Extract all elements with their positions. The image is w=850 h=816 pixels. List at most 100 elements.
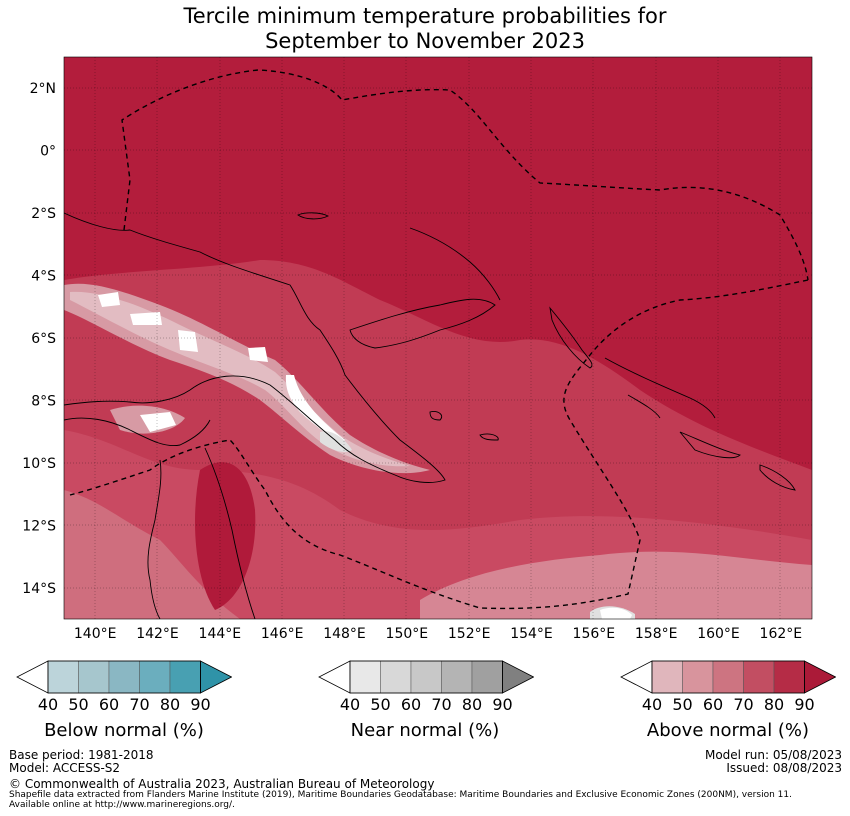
near-normal-colorbar	[318, 660, 534, 694]
above-normal-label: Above normal (%)	[646, 720, 810, 741]
above-normal-60-70-region-se	[420, 551, 812, 619]
below-tick-label: 80	[159, 695, 181, 714]
title-line-1: Tercile minimum temperature probabilitie…	[183, 4, 667, 28]
lon-label: 142°E	[136, 626, 179, 640]
title-line-2: September to November 2023	[265, 29, 585, 53]
above-normal-colorbar	[620, 660, 836, 694]
lon-label: 154°E	[510, 626, 553, 640]
near-normal-label: Near normal (%)	[350, 720, 500, 741]
above-normal-40-50-band	[70, 291, 410, 467]
above-tick-label: 60	[702, 695, 724, 714]
new-ireland-coast	[409, 227, 501, 301]
above-tick-label: 70	[733, 695, 754, 714]
above-colorbar-low-extend	[620, 660, 653, 694]
above-tick-label: 50	[672, 695, 693, 714]
low-probability-patch-4	[248, 347, 268, 362]
near-colorbar-segment	[410, 660, 442, 694]
above-tick-label: 40	[641, 695, 663, 714]
low-probability-patch-2	[130, 312, 162, 325]
below-tick-label: 60	[98, 695, 120, 714]
eez-boundaries	[69, 69, 809, 610]
above-colorbar-high-extend	[804, 660, 836, 694]
near-colorbar-segment	[349, 660, 381, 694]
lon-label: 144°E	[199, 626, 242, 640]
above-tick-label: 80	[763, 695, 785, 714]
lon-label: 146°E	[261, 626, 304, 640]
lat-label: 8°S	[31, 393, 56, 409]
below-normal-colorbar	[16, 660, 232, 694]
probability-map: 2°N 0° 2°S 4°S 6°S 8°S 10°S 12°S 14°S 140°E 142°E…	[22, 56, 813, 640]
south-coast	[64, 417, 211, 447]
lon-label: 152°E	[448, 626, 491, 640]
lat-label: 6°S	[31, 331, 56, 347]
new-georgia-coast	[627, 394, 661, 419]
lat-label: 0°	[40, 144, 56, 160]
above-colorbar-segment	[712, 660, 744, 694]
lat-label: 12°S	[22, 518, 56, 534]
lon-label: 156°E	[573, 626, 616, 640]
below-tick-label: 70	[129, 695, 150, 714]
graticule	[64, 57, 812, 619]
below-colorbar-segment	[169, 660, 201, 694]
lat-label: 14°S	[22, 581, 56, 597]
png-eez-north	[121, 69, 809, 281]
below-normal-label: Below normal (%)	[44, 720, 204, 741]
model-run: Model run: 05/08/2023	[704, 748, 842, 762]
lon-label: 140°E	[74, 626, 117, 640]
above-normal-inland-pocket	[195, 462, 256, 610]
base-period: Base period: 1981-2018	[9, 748, 154, 762]
low-probability-patch-se	[600, 607, 632, 619]
above-colorbar-outline	[651, 660, 805, 694]
below-colorbar-segment	[108, 660, 140, 694]
lon-label: 150°E	[386, 626, 429, 640]
lon-label: 162°E	[760, 626, 803, 640]
near-colorbar-high-extend	[502, 660, 534, 694]
solomon-islands-coast	[604, 357, 716, 419]
shapefile-credit-line-1: Shapefile data extracted from Flanders M…	[9, 790, 792, 800]
near-tick-label: 40	[339, 695, 361, 714]
below-normal-ticks: 40 50 60 70 80 90	[16, 695, 232, 715]
above-colorbar-segment	[651, 660, 683, 694]
below-colorbar-outline	[47, 660, 201, 694]
lon-label: 160°E	[697, 626, 740, 640]
copyright: © Commonwealth of Australia 2023, Austra…	[9, 777, 435, 791]
above-normal-ticks: 40 50 60 70 80 90	[620, 695, 836, 715]
latitude-labels: 2°N 0° 2°S 4°S 6°S 8°S 10°S 12°S 14°S	[22, 81, 56, 597]
coastlines	[64, 212, 796, 619]
shapefile-credit-line-2: Available online at http://www.marinereg…	[9, 800, 235, 810]
below-colorbar-segment	[78, 660, 110, 694]
model-name: Model: ACCESS-S2	[9, 761, 121, 775]
lon-label: 148°E	[323, 626, 366, 640]
map-frame	[63, 56, 813, 620]
below-colorbar-segment	[47, 660, 79, 694]
lat-label: 10°S	[22, 456, 56, 472]
below-colorbar-segment	[139, 660, 171, 694]
cape-york-east-coast	[204, 447, 256, 619]
near-colorbar-low-extend	[318, 660, 351, 694]
near-colorbar-segment	[380, 660, 412, 694]
guadalcanal-coast	[679, 431, 741, 459]
lat-label: 4°S	[31, 269, 56, 285]
near-tick-label: 90	[492, 695, 513, 714]
below-tick-label: 40	[37, 695, 59, 714]
bougainville-coast	[549, 306, 593, 369]
above-colorbar-segment	[682, 660, 714, 694]
low-probability-patch-6	[140, 412, 176, 432]
near-normal-ticks: 40 50 60 70 80 90	[318, 695, 534, 715]
near-colorbar-segment	[471, 660, 503, 694]
above-colorbar-segment	[773, 660, 805, 694]
near-tick-label: 60	[400, 695, 422, 714]
near-colorbar-segment	[441, 660, 473, 694]
lon-label: 158°E	[635, 626, 678, 640]
cape-york-coast	[147, 459, 162, 619]
below-tick-label: 50	[68, 695, 89, 714]
low-probability-patch-3	[178, 330, 198, 352]
chart-title: Tercile minimum temperature probabilitie…	[0, 4, 850, 54]
louisiade-coast	[479, 433, 499, 441]
near-colorbar-outline	[349, 660, 503, 694]
new-guinea-coast	[64, 212, 446, 483]
below-tick-label: 90	[190, 695, 211, 714]
above-tick-label: 90	[794, 695, 815, 714]
below-colorbar-low-extend	[16, 660, 49, 694]
lat-label: 2°N	[30, 81, 56, 97]
